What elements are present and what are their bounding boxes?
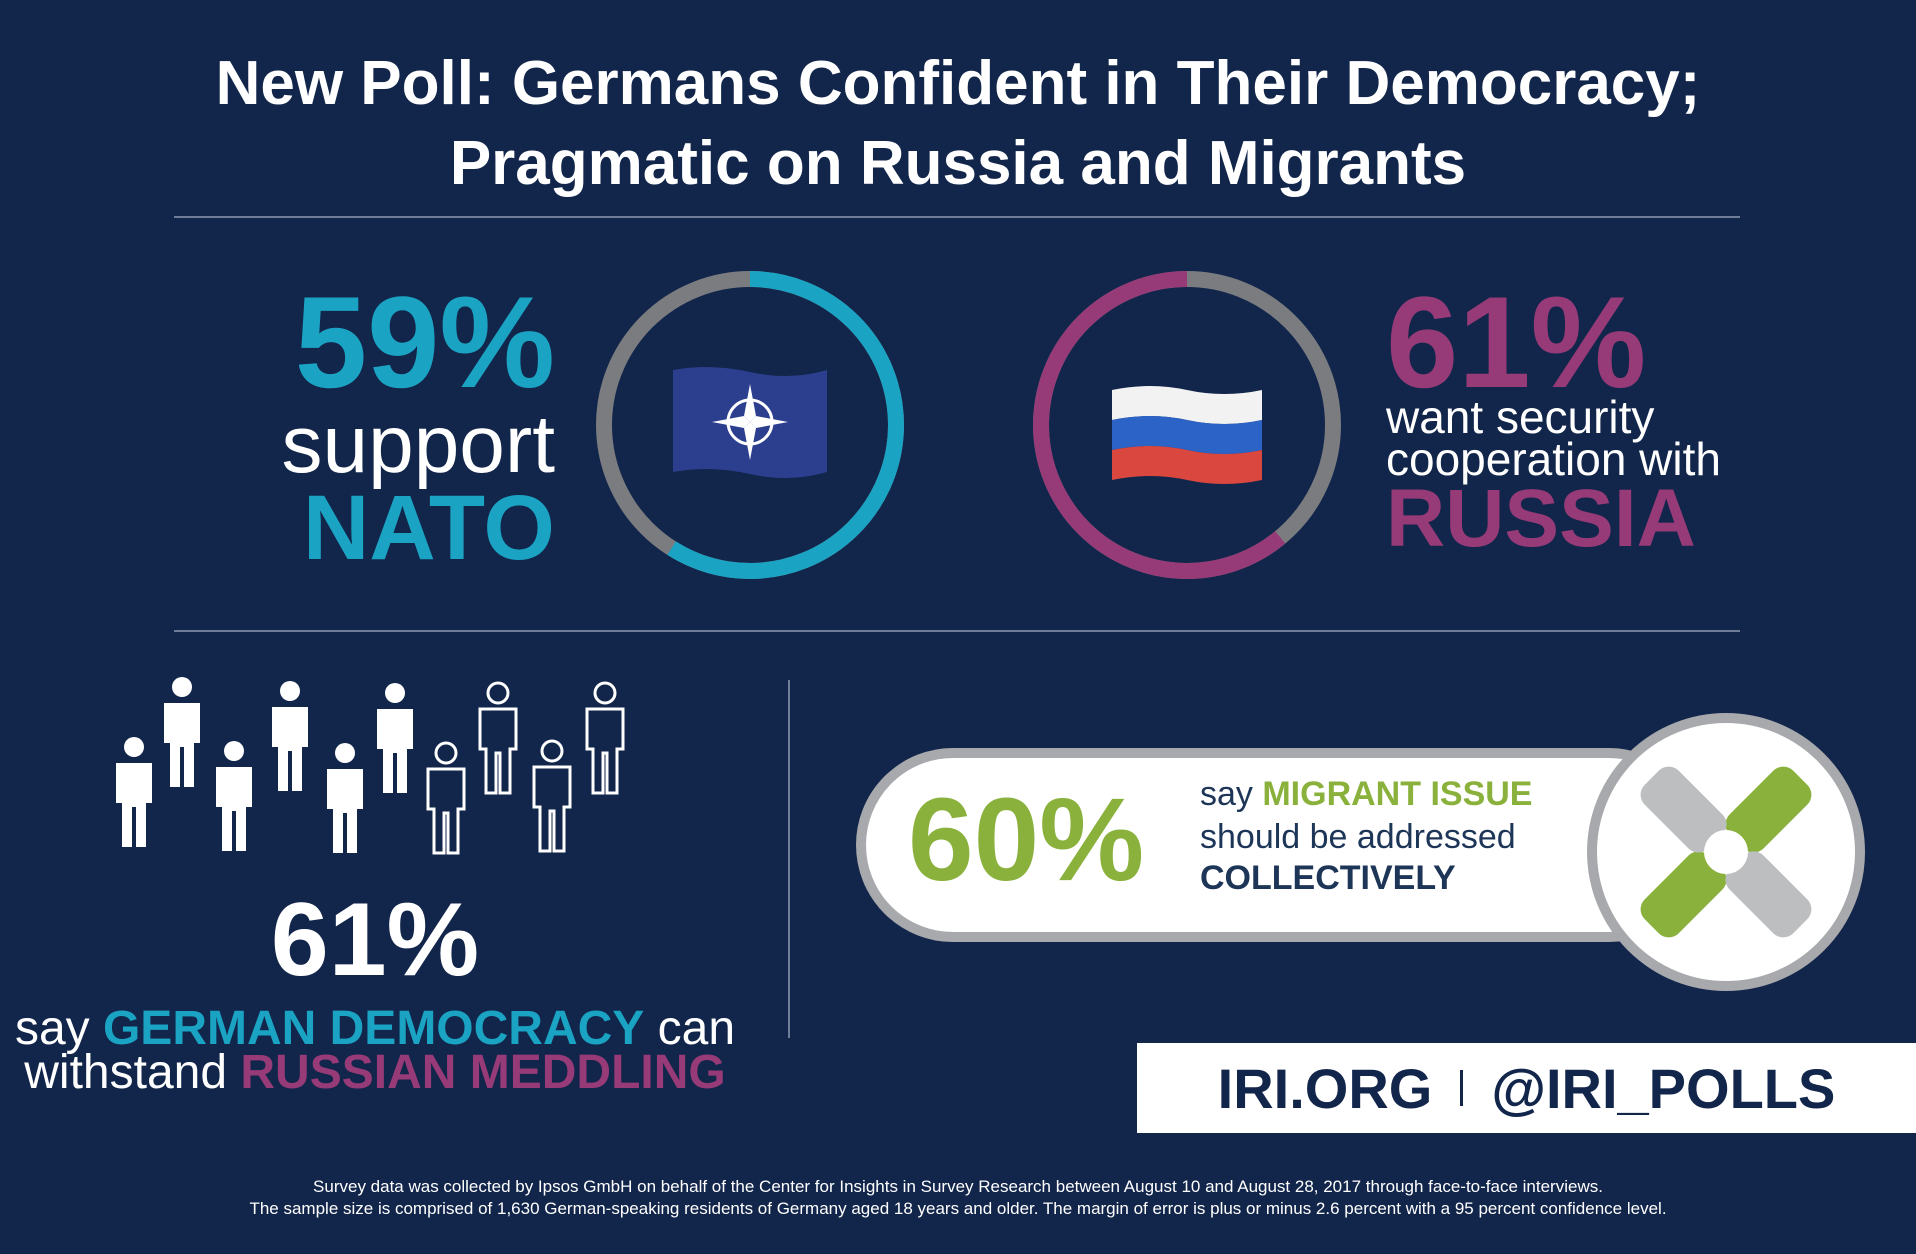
footer-banner — [1137, 1043, 1916, 1133]
democracy-text-line-1: say GERMAN DEMOCRACY can — [0, 1000, 750, 1058]
meddling-highlight: RUSSIAN MEDDLING — [240, 1046, 726, 1099]
title-line-1: New Poll: Germans Confident in Their Dem… — [215, 49, 1701, 118]
democracy-highlight: GERMAN DEMOCRACY — [102, 1002, 645, 1055]
nato-percent: 59% — [294, 269, 555, 415]
democracy-percent: 61% — [270, 882, 480, 998]
nato-donut-segment — [596, 271, 904, 579]
people-icon-row — [116, 677, 625, 855]
russia-label: RUSSIA — [1386, 473, 1696, 564]
person-icon — [327, 743, 363, 853]
person-icon — [216, 741, 252, 851]
nato-label: NATO — [302, 477, 555, 579]
methodology-note-line-1: Survey data was collected by Ipsos GmbH … — [313, 1177, 1603, 1196]
social-handle-link[interactable]: @IRI_POLLS — [1491, 1056, 1836, 1120]
person-icon — [377, 683, 413, 793]
migrant-callout — [856, 748, 1706, 942]
page-title: New Poll: Germans Confident in Their Dem… — [0, 44, 1916, 204]
vertical-divider — [788, 680, 790, 1038]
title-line-2: Pragmatic on Russia and Migrants — [449, 129, 1467, 198]
russia-text-line-1: want security — [1386, 391, 1655, 443]
linked-hands-icon — [1587, 713, 1865, 991]
migrant-highlight: MIGRANT ISSUE — [1262, 775, 1533, 813]
russia-donut-segment — [1033, 271, 1341, 579]
migrant-line-1-prefix: say — [1200, 775, 1263, 813]
footer-separator — [1460, 1070, 1464, 1106]
russia-percent: 61% — [1386, 269, 1647, 415]
democracy-line-2-prefix: withstand — [24, 1046, 241, 1099]
person-icon — [426, 741, 466, 855]
person-icon — [164, 677, 200, 787]
person-icon — [116, 737, 152, 847]
person-icon — [532, 739, 572, 853]
migrant-text-line-1: say MIGRANT ISSUE — [1200, 774, 1532, 814]
russia-donut-chart — [1033, 271, 1341, 579]
nato-donut-chart — [596, 271, 904, 579]
top-divider — [174, 216, 1740, 218]
democracy-line-1-prefix: say — [14, 1002, 103, 1055]
nato-flag-icon — [673, 366, 827, 479]
footer-links: IRI.ORG @IRI_POLLS — [1137, 1043, 1916, 1133]
migrant-percent: 60% — [908, 774, 1145, 906]
russia-flag-icon — [1112, 386, 1262, 484]
democracy-text-line-2: withstand RUSSIAN MEDDLING — [0, 1044, 750, 1102]
nato-support-label: support — [281, 399, 555, 490]
person-icon — [272, 681, 308, 791]
person-icon — [585, 681, 625, 795]
collectively-highlight: COLLECTIVELY — [1200, 859, 1456, 897]
methodology-note-line-2: The sample size is comprised of 1,630 Ge… — [249, 1199, 1667, 1218]
person-icon — [478, 681, 518, 795]
russia-text-line-2: cooperation with — [1386, 433, 1721, 485]
democracy-line-1-suffix: can — [644, 1002, 736, 1055]
migrant-text-line-2: should be addressed — [1200, 818, 1516, 856]
middle-divider — [174, 630, 1740, 632]
site-link[interactable]: IRI.ORG — [1217, 1056, 1433, 1120]
